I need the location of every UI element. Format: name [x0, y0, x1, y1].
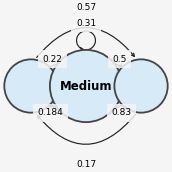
Text: 0.31: 0.31 — [76, 19, 96, 28]
Circle shape — [114, 59, 168, 113]
FancyArrowPatch shape — [37, 115, 135, 144]
FancyArrowPatch shape — [37, 28, 135, 57]
Text: 0.22: 0.22 — [42, 55, 62, 64]
FancyArrowPatch shape — [50, 105, 62, 108]
Text: 0.57: 0.57 — [76, 3, 96, 12]
Text: 0.184: 0.184 — [38, 108, 64, 117]
Circle shape — [50, 50, 122, 122]
FancyArrowPatch shape — [49, 62, 60, 68]
Text: 0.83: 0.83 — [111, 108, 131, 117]
FancyArrowPatch shape — [110, 64, 122, 67]
Text: Medium: Medium — [60, 79, 112, 93]
Circle shape — [4, 59, 58, 113]
Text: 0.5: 0.5 — [112, 55, 127, 64]
FancyArrowPatch shape — [112, 104, 123, 110]
Text: 0.17: 0.17 — [76, 160, 96, 169]
